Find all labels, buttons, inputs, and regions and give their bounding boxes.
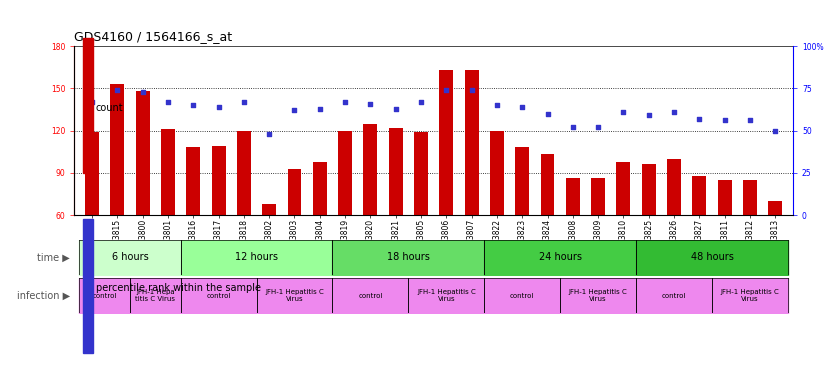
Text: JFH-1 Hepatitis C
Virus: JFH-1 Hepatitis C Virus bbox=[569, 289, 628, 302]
Point bbox=[212, 104, 225, 110]
Point bbox=[642, 112, 655, 118]
Bar bbox=[718, 180, 732, 215]
Point bbox=[617, 109, 630, 115]
Text: 12 hours: 12 hours bbox=[235, 252, 278, 262]
Bar bbox=[414, 132, 428, 215]
Bar bbox=[211, 146, 225, 215]
Text: 24 hours: 24 hours bbox=[539, 252, 582, 262]
Point bbox=[136, 89, 150, 95]
Bar bbox=[83, 38, 93, 173]
Text: control: control bbox=[358, 293, 382, 299]
Bar bbox=[287, 169, 301, 215]
Bar bbox=[743, 180, 757, 215]
Point bbox=[465, 87, 478, 93]
Point bbox=[85, 99, 98, 105]
Bar bbox=[85, 132, 99, 215]
Bar bbox=[439, 70, 453, 215]
Bar bbox=[313, 162, 327, 215]
Bar bbox=[237, 131, 251, 215]
Text: 6 hours: 6 hours bbox=[112, 252, 149, 262]
Text: GDS4160 / 1564166_s_at: GDS4160 / 1564166_s_at bbox=[74, 30, 232, 43]
Text: JFH-1 Hepa
titis C Virus: JFH-1 Hepa titis C Virus bbox=[135, 289, 175, 302]
Point bbox=[288, 107, 301, 113]
Point bbox=[667, 109, 681, 115]
Bar bbox=[667, 159, 681, 215]
Bar bbox=[161, 129, 175, 215]
Bar bbox=[135, 91, 150, 215]
Text: control: control bbox=[93, 293, 117, 299]
Text: control: control bbox=[510, 293, 534, 299]
Bar bbox=[540, 154, 554, 215]
Text: JFH-1 Hepatitis C
Virus: JFH-1 Hepatitis C Virus bbox=[720, 289, 779, 302]
Point bbox=[743, 118, 757, 124]
Text: infection ▶: infection ▶ bbox=[17, 291, 70, 301]
Text: JFH-1 Hepatitis C
Virus: JFH-1 Hepatitis C Virus bbox=[265, 289, 324, 302]
Point bbox=[415, 99, 428, 105]
Point bbox=[161, 99, 174, 105]
Point bbox=[769, 127, 782, 134]
Bar bbox=[490, 131, 504, 215]
Text: time ▶: time ▶ bbox=[37, 252, 70, 262]
Text: percentile rank within the sample: percentile rank within the sample bbox=[96, 283, 261, 293]
Point bbox=[313, 106, 326, 112]
Point bbox=[111, 87, 124, 93]
Point bbox=[389, 106, 402, 112]
Point bbox=[263, 131, 276, 137]
Point bbox=[187, 102, 200, 108]
Text: JFH-1 Hepatitis C
Virus: JFH-1 Hepatitis C Virus bbox=[417, 289, 476, 302]
Point bbox=[363, 101, 377, 107]
Bar bbox=[83, 219, 93, 353]
Bar bbox=[262, 204, 276, 215]
Point bbox=[591, 124, 605, 130]
Point bbox=[718, 118, 731, 124]
Point bbox=[439, 87, 453, 93]
Bar bbox=[515, 147, 529, 215]
Point bbox=[339, 99, 352, 105]
Bar bbox=[389, 128, 402, 215]
Bar bbox=[692, 175, 706, 215]
Bar bbox=[338, 131, 352, 215]
Text: 18 hours: 18 hours bbox=[387, 252, 430, 262]
Text: 48 hours: 48 hours bbox=[691, 252, 733, 262]
Point bbox=[237, 99, 250, 105]
Bar bbox=[616, 162, 630, 215]
Point bbox=[541, 111, 554, 117]
Text: count: count bbox=[96, 103, 123, 113]
Bar bbox=[363, 124, 377, 215]
Text: control: control bbox=[206, 293, 230, 299]
Point bbox=[693, 116, 706, 122]
Bar bbox=[465, 70, 478, 215]
Bar bbox=[566, 179, 580, 215]
Bar bbox=[642, 164, 656, 215]
Bar bbox=[111, 84, 125, 215]
Point bbox=[515, 104, 529, 110]
Point bbox=[491, 102, 504, 108]
Bar bbox=[187, 147, 200, 215]
Bar bbox=[768, 201, 782, 215]
Point bbox=[566, 124, 579, 130]
Bar bbox=[591, 179, 605, 215]
Text: control: control bbox=[662, 293, 686, 299]
